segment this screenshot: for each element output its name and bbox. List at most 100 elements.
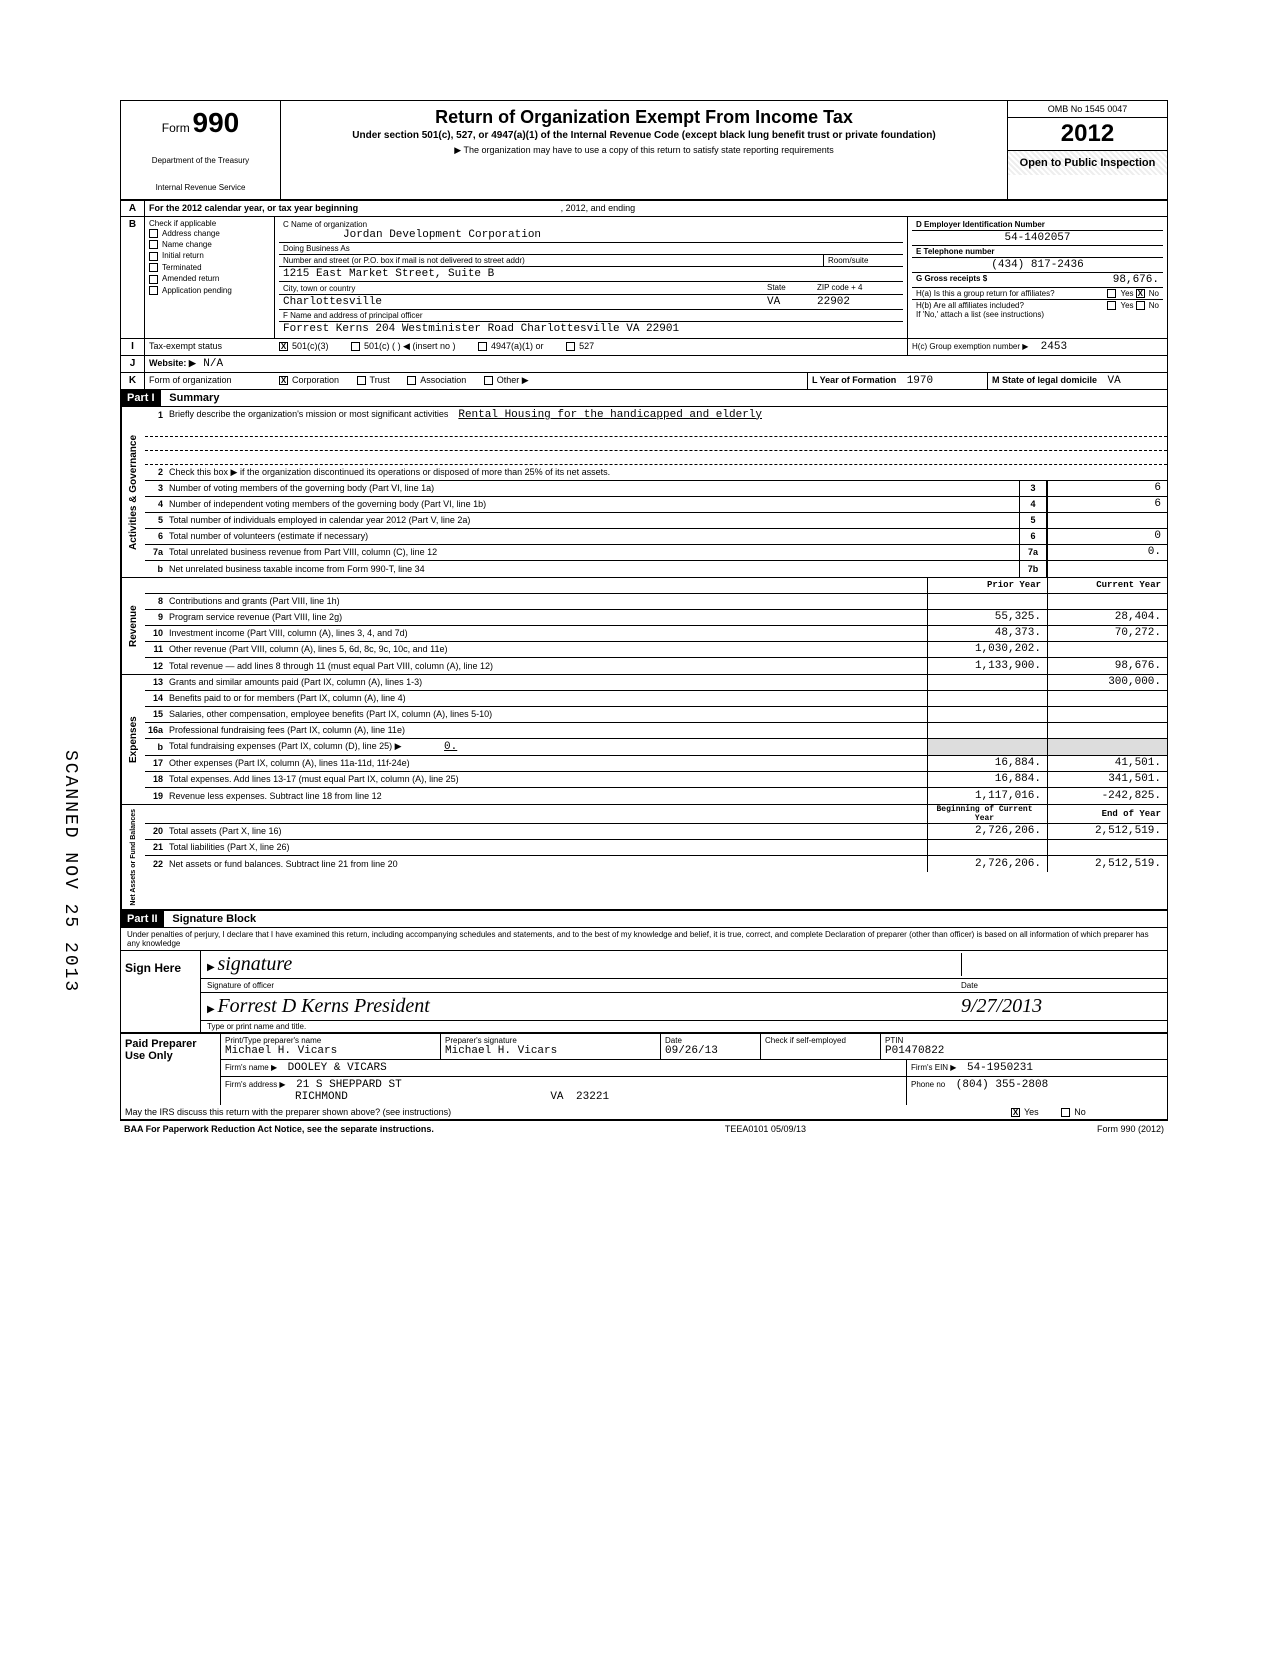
assoc[interactable]: Association bbox=[420, 375, 466, 385]
discuss-yes[interactable]: Yes bbox=[1024, 1107, 1039, 1117]
vert-revenue: Revenue bbox=[121, 578, 145, 674]
website: N/A bbox=[203, 358, 223, 370]
check-initial-return[interactable]: Initial return bbox=[162, 251, 204, 260]
p21 bbox=[927, 840, 1047, 855]
dba-label: Doing Business As bbox=[279, 243, 354, 254]
sign-here-label: Sign Here bbox=[121, 951, 201, 1032]
line-i-label: I bbox=[121, 339, 145, 355]
check-name-change[interactable]: Name change bbox=[162, 240, 212, 249]
prep-sig: Michael H. Vicars bbox=[445, 1045, 656, 1057]
line15: Salaries, other compensation, employee b… bbox=[169, 707, 927, 721]
firm-ein-label: Firm's EIN ▶ bbox=[911, 1063, 956, 1072]
sig-officer-label: Signature of officer bbox=[207, 981, 961, 990]
hb-no[interactable]: No bbox=[1149, 301, 1159, 310]
dept-treasury: Department of the Treasury bbox=[127, 157, 274, 166]
form-note: ▶ The organization may have to use a cop… bbox=[287, 145, 1001, 156]
sig-date: 9/27/2013 bbox=[961, 995, 1161, 1018]
form-subtitle: Under section 501(c), 527, or 4947(a)(1)… bbox=[287, 130, 1001, 141]
zip: 22902 bbox=[813, 295, 903, 309]
p22: 2,726,206. bbox=[927, 856, 1047, 872]
form-title: Return of Organization Exempt From Incom… bbox=[287, 107, 1001, 128]
v4: 6 bbox=[1047, 497, 1167, 512]
officer: Forrest Kerns 204 Westminister Road Char… bbox=[279, 322, 683, 336]
form-990-page1: Form 990 Department of the Treasury Inte… bbox=[120, 100, 1168, 1121]
c18: 341,501. bbox=[1047, 772, 1167, 787]
line22: Net assets or fund balances. Subtract li… bbox=[169, 857, 927, 871]
penalty-statement: Under penalties of perjury, I declare th… bbox=[121, 928, 1167, 951]
line16b: Total fundraising expenses (Part IX, col… bbox=[169, 741, 402, 751]
p9: 55,325. bbox=[927, 610, 1047, 625]
c17: 41,501. bbox=[1047, 756, 1167, 771]
discuss-no[interactable]: No bbox=[1074, 1107, 1086, 1117]
corp[interactable]: Corporation bbox=[292, 375, 339, 385]
street-address: 1215 East Market Street, Suite B bbox=[279, 267, 498, 281]
p17: 16,884. bbox=[927, 756, 1047, 771]
line7b: Net unrelated business taxable income fr… bbox=[169, 562, 1019, 576]
year-formation: 1970 bbox=[907, 375, 933, 387]
c21 bbox=[1047, 840, 1167, 855]
c9: 28,404. bbox=[1047, 610, 1167, 625]
501c3[interactable]: 501(c)(3) bbox=[292, 341, 329, 351]
vert-net-assets: Net Assets or Fund Balances bbox=[121, 805, 145, 910]
other[interactable]: Other ▶ bbox=[497, 375, 529, 385]
firm-ein: 54-1950231 bbox=[967, 1062, 1033, 1074]
c12: 98,676. bbox=[1047, 658, 1167, 674]
firm-zip: 23221 bbox=[576, 1091, 609, 1103]
check-if-applicable-label: Check if applicable bbox=[149, 219, 270, 228]
firm-name: DOOLEY & VICARS bbox=[288, 1062, 387, 1074]
line18: Total expenses. Add lines 13-17 (must eq… bbox=[169, 772, 927, 786]
prep-date-label: Date bbox=[665, 1036, 756, 1045]
zip-label: ZIP code + 4 bbox=[813, 282, 903, 294]
p12: 1,133,900. bbox=[927, 658, 1047, 674]
p19: 1,117,016. bbox=[927, 788, 1047, 804]
line10: Investment income (Part VIII, column (A)… bbox=[169, 626, 927, 640]
org-name: Jordan Development Corporation bbox=[343, 229, 541, 241]
form-of-org-label: Form of organization bbox=[145, 373, 275, 389]
vert-expenses: Expenses bbox=[121, 675, 145, 804]
c10: 70,272. bbox=[1047, 626, 1167, 641]
city-label: City, town or country bbox=[283, 284, 355, 293]
ha-no[interactable]: No bbox=[1149, 289, 1159, 298]
prep-name-label: Print/Type preparer's name bbox=[225, 1036, 436, 1045]
527[interactable]: 527 bbox=[579, 341, 594, 351]
firm-name-label: Firm's name ▶ bbox=[225, 1063, 277, 1072]
paid-preparer-label: Paid Preparer Use Only bbox=[121, 1034, 221, 1105]
state-label: State bbox=[763, 282, 813, 294]
prep-sig-label: Preparer's signature bbox=[445, 1036, 656, 1045]
ptin-label: PTIN bbox=[885, 1036, 1163, 1045]
part1-title: Summary bbox=[169, 392, 219, 404]
p13 bbox=[927, 675, 1047, 690]
v5 bbox=[1047, 513, 1167, 528]
p18: 16,884. bbox=[927, 772, 1047, 787]
form-number: 990 bbox=[193, 107, 240, 138]
dept-irs: Internal Revenue Service bbox=[127, 184, 274, 193]
ptin: P01470822 bbox=[885, 1045, 1163, 1057]
firm-addr1: 21 S SHEPPARD ST bbox=[296, 1079, 402, 1091]
check-terminated[interactable]: Terminated bbox=[162, 263, 202, 272]
c22: 2,512,519. bbox=[1047, 856, 1167, 872]
prep-date: 09/26/13 bbox=[665, 1045, 756, 1057]
501c[interactable]: 501(c) ( bbox=[364, 341, 395, 351]
ein-label: D Employer Identification Number bbox=[912, 219, 1049, 230]
c8 bbox=[1047, 594, 1167, 609]
line-k-label: K bbox=[121, 373, 145, 389]
check-app-pending[interactable]: Application pending bbox=[162, 286, 232, 295]
addr-label: Number and street (or P.O. box if mail i… bbox=[283, 256, 819, 265]
p20: 2,726,206. bbox=[927, 824, 1047, 839]
eoy-label: End of Year bbox=[1047, 805, 1167, 823]
line3: Number of voting members of the governin… bbox=[169, 481, 1019, 495]
form-header: Form 990 Department of the Treasury Inte… bbox=[121, 101, 1167, 201]
prior-year-label: Prior Year bbox=[927, 578, 1047, 593]
c19: -242,825. bbox=[1047, 788, 1167, 804]
scanned-stamp: SCANNED NOV 25 2013 bbox=[60, 750, 80, 993]
check-amended[interactable]: Amended return bbox=[162, 274, 219, 283]
hb-yes[interactable]: Yes bbox=[1120, 301, 1133, 310]
4947a1[interactable]: 4947(a)(1) or bbox=[491, 341, 544, 351]
part2-title: Signature Block bbox=[172, 913, 256, 925]
check-address-change[interactable]: Address change bbox=[162, 229, 220, 238]
ha-yes[interactable]: Yes bbox=[1120, 289, 1133, 298]
curr-year-label: Current Year bbox=[1047, 578, 1167, 593]
gross-receipts: 98,676. bbox=[1109, 273, 1163, 287]
prep-phone: (804) 355-2808 bbox=[956, 1079, 1048, 1091]
trust[interactable]: Trust bbox=[370, 375, 390, 385]
